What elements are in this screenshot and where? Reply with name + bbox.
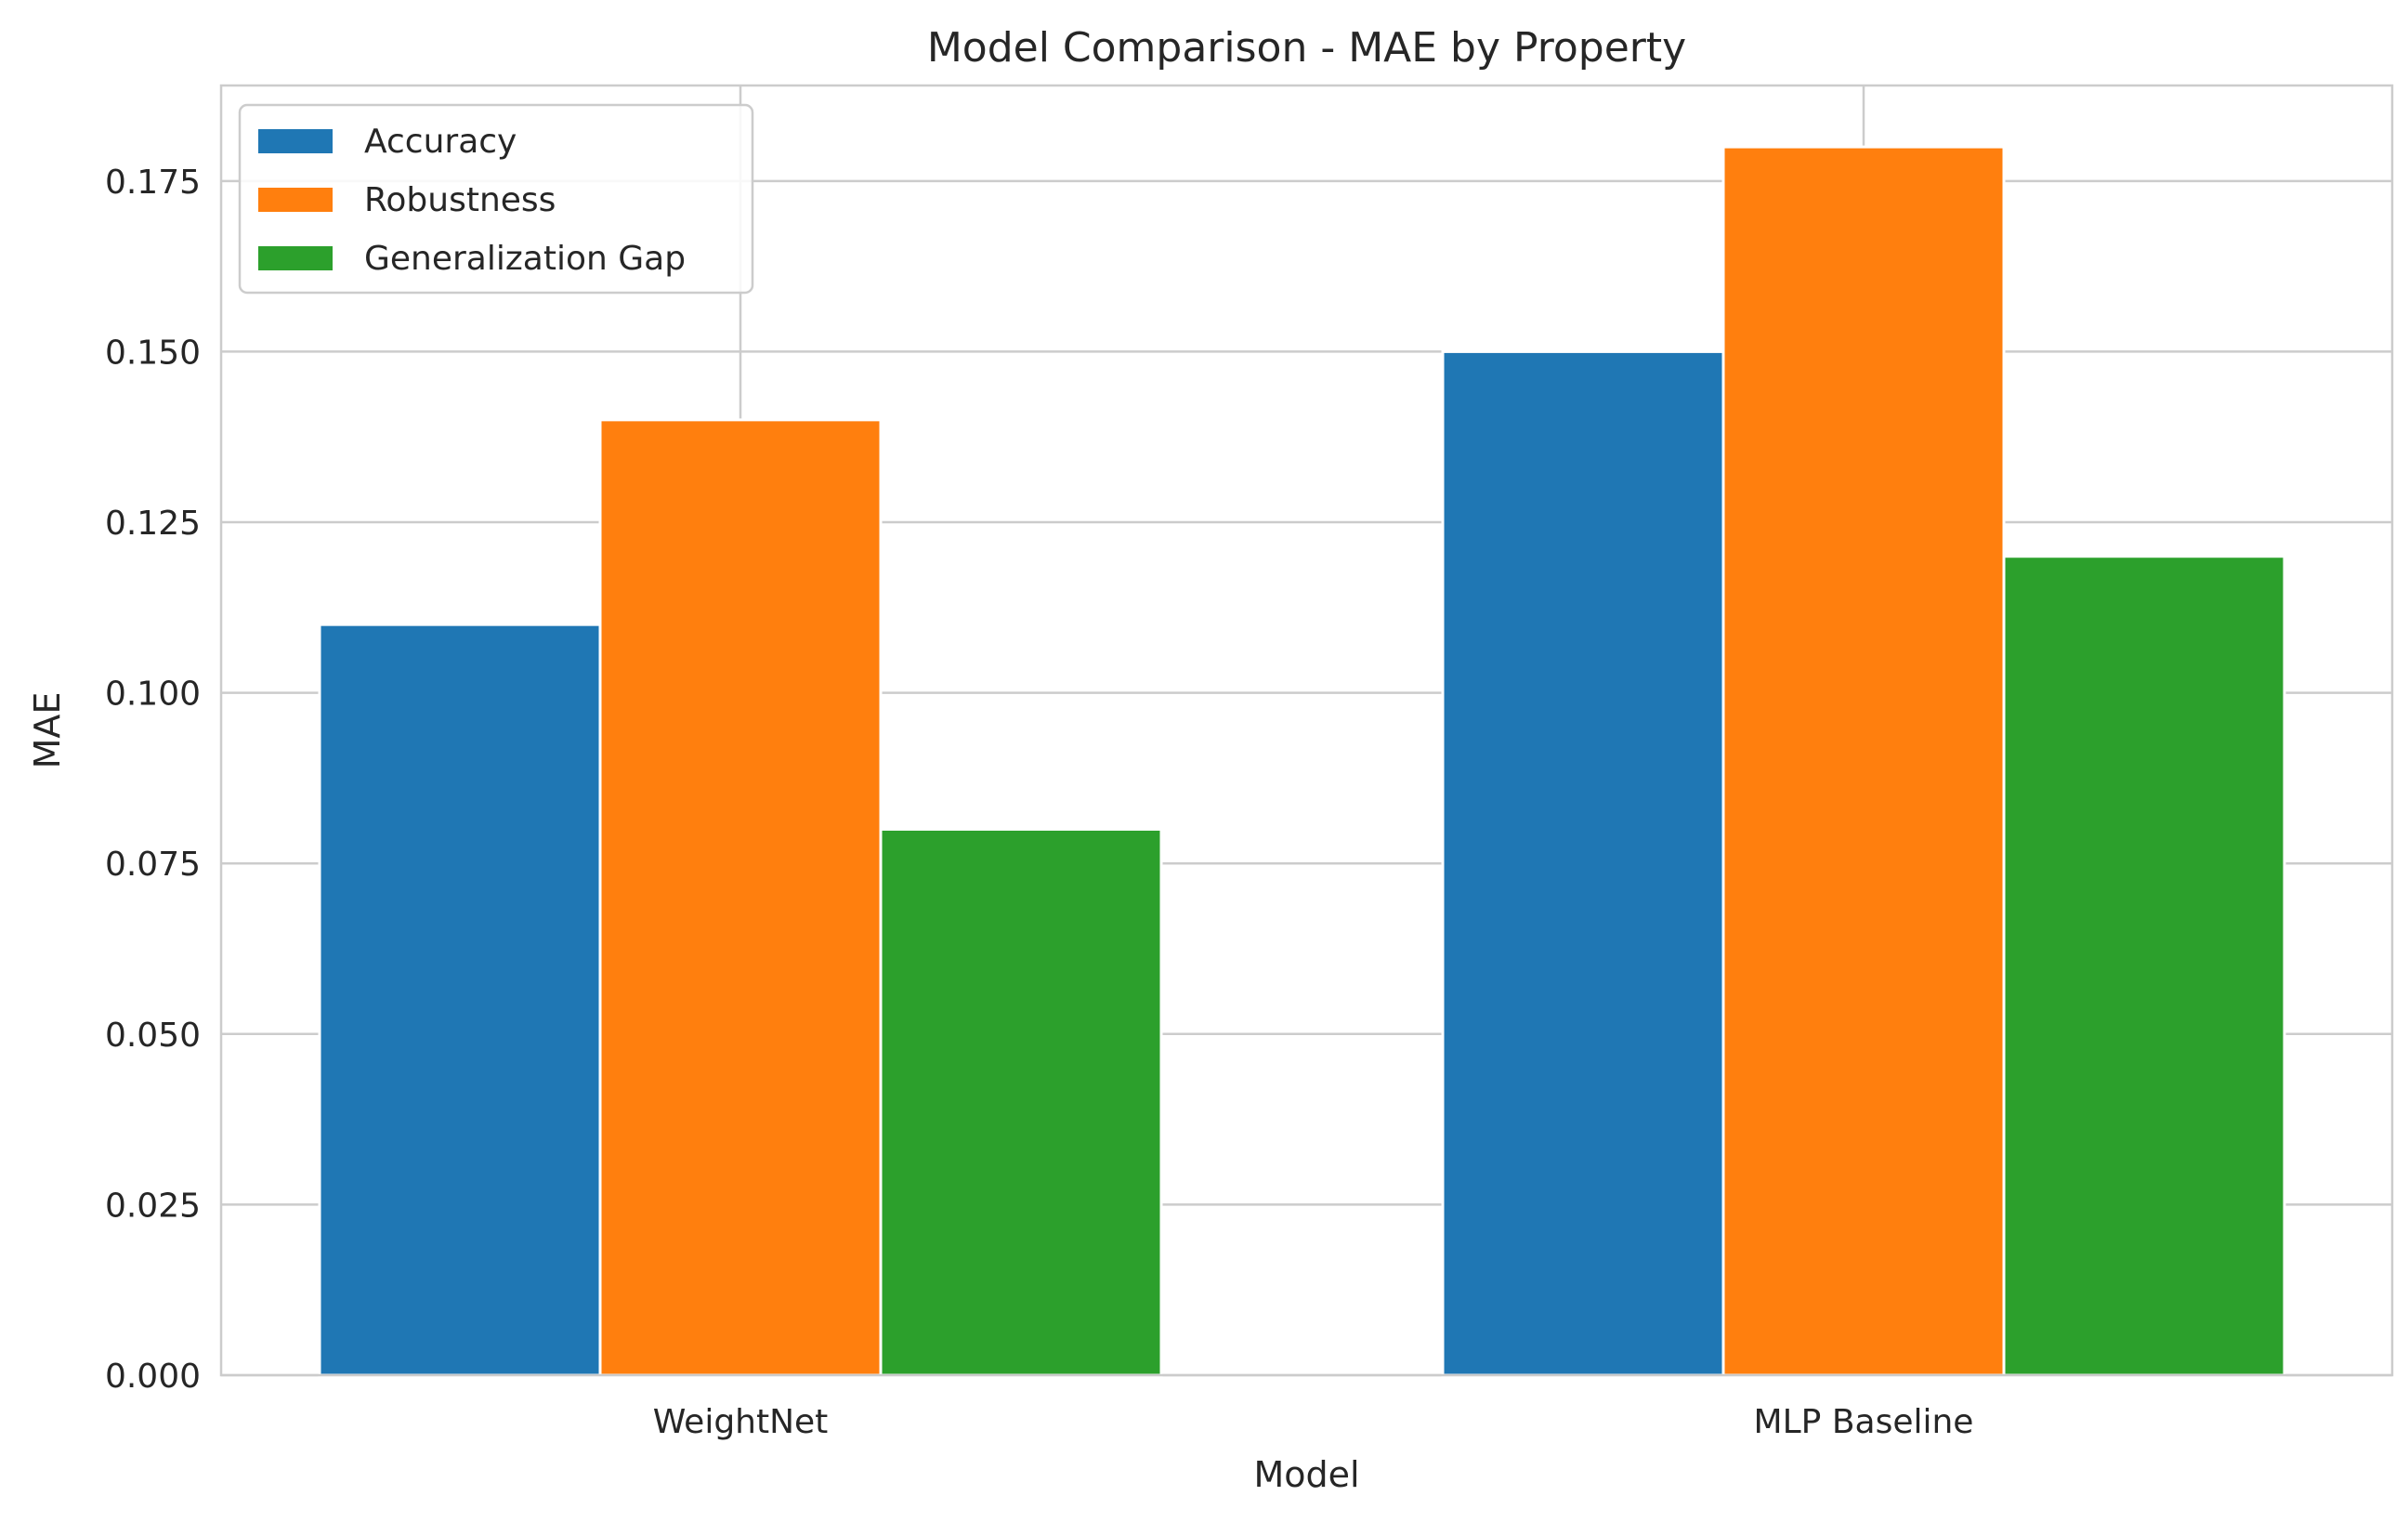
legend-swatch	[258, 188, 333, 212]
legend-label: Accuracy	[364, 123, 517, 161]
bar-generalization-gap-mlp-baseline	[2002, 555, 2286, 1377]
legend-box	[238, 103, 754, 295]
y-tick-label: 0.100	[105, 676, 201, 714]
x-tick-label: WeightNet	[653, 1403, 829, 1441]
legend-swatch	[258, 129, 333, 153]
plot-frame	[219, 84, 2394, 1377]
bar-accuracy-weightnet	[318, 623, 602, 1377]
x-axis-title: Model	[1253, 1454, 1359, 1495]
y-tick-label: 0.150	[105, 334, 201, 372]
bars	[318, 145, 2286, 1377]
legend-label: Robustness	[364, 181, 556, 219]
y-tick-label: 0.175	[105, 164, 201, 202]
x-tick-label: MLP Baseline	[1754, 1403, 1974, 1441]
y-axis-ticks: 0.000 0.025 0.050 0.075 0.100 0.125 0.150 0.175	[105, 164, 201, 1396]
bar-robustness-weightnet	[598, 418, 883, 1377]
y-tick-label: 0.000	[105, 1358, 201, 1396]
legend-label: Generalization Gap	[364, 240, 686, 278]
y-tick-label: 0.050	[105, 1017, 201, 1055]
bar-robustness-mlp-baseline	[1721, 145, 2006, 1377]
chart-title: Model Comparison - MAE by Property	[927, 24, 1686, 72]
bar-accuracy-mlp-baseline	[1441, 349, 1725, 1377]
legend: Accuracy Robustness Generalization Gap	[238, 103, 754, 295]
y-tick-label: 0.075	[105, 846, 201, 884]
x-axis-ticks: WeightNet MLP Baseline	[653, 1403, 1974, 1441]
y-tick-label: 0.025	[105, 1187, 201, 1225]
y-tick-label: 0.125	[105, 505, 201, 543]
bar-generalization-gap-weightnet	[879, 827, 1163, 1377]
legend-swatch	[258, 246, 333, 270]
y-axis-title: MAE	[27, 692, 68, 769]
